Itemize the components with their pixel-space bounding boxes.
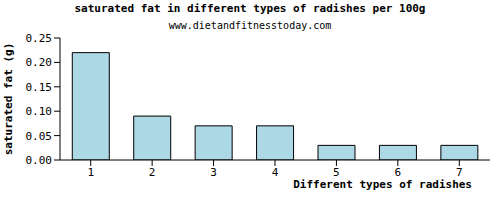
svg-text:4: 4: [272, 166, 279, 179]
svg-text:0.25: 0.25: [26, 32, 53, 45]
svg-text:2: 2: [149, 166, 156, 179]
svg-text:1: 1: [87, 166, 94, 179]
svg-text:0.20: 0.20: [26, 56, 53, 69]
svg-text:0.15: 0.15: [26, 81, 53, 94]
svg-text:6: 6: [395, 166, 402, 179]
html-text:www.dietandfitnesstoday.com: www.dietandfitnesstoday.com: [168, 20, 332, 31]
svg-text:0.00: 0.00: [26, 154, 53, 167]
svg-text:7: 7: [456, 166, 463, 179]
svg-text:3: 3: [210, 166, 217, 179]
svg-text:0.10: 0.10: [26, 105, 53, 118]
svg-text:0.05: 0.05: [26, 130, 53, 143]
html-text:saturated fat (g): saturated fat (g): [2, 42, 15, 156]
html-text:saturated fat in different typ: saturated fat in different types of radi…: [74, 2, 426, 15]
html-text:Different types of radishes: Different types of radishes: [293, 178, 472, 191]
svg-text:5: 5: [333, 166, 340, 179]
